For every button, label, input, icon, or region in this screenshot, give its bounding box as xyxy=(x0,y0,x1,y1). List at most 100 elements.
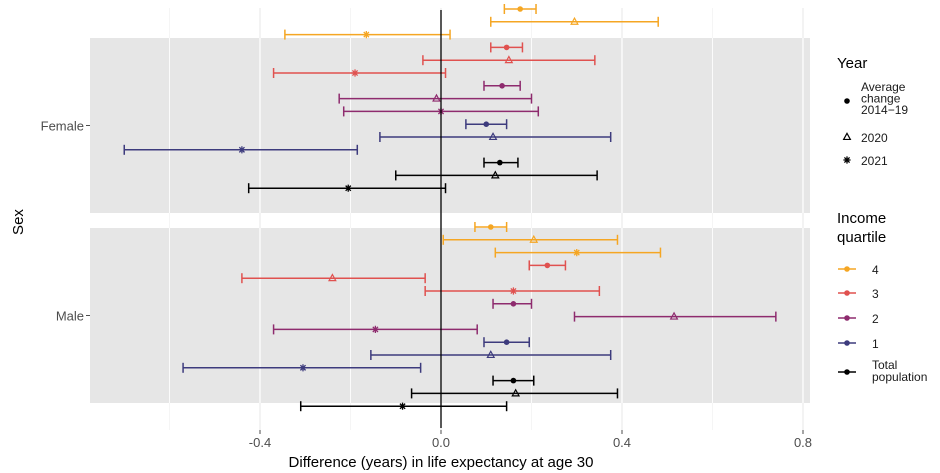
legend-year-item: 2020 xyxy=(842,131,888,145)
panel-background xyxy=(90,228,810,403)
data-row xyxy=(395,170,598,181)
point-estimate xyxy=(432,93,441,102)
legend-year-label: Average xyxy=(861,80,906,94)
legend-quartile-dot xyxy=(844,369,850,375)
panel-backgrounds xyxy=(90,38,810,403)
asterisk-stroke xyxy=(362,31,370,39)
point-estimate xyxy=(529,234,539,243)
legend-quartile-dot xyxy=(844,290,850,296)
data-row xyxy=(299,401,508,412)
asterisk-stroke xyxy=(843,156,851,164)
point-estimate xyxy=(398,402,407,410)
point-estimate xyxy=(509,287,517,295)
point-estimate xyxy=(511,388,521,397)
data-row xyxy=(494,247,662,258)
legend-quartile-label: 1 xyxy=(872,337,879,351)
legend-quartile-title: Income xyxy=(837,210,886,227)
legend-quartile-item: 1 xyxy=(838,337,879,351)
x-tick-label: 0.8 xyxy=(794,435,812,450)
data-row xyxy=(573,311,777,322)
legend-quartile-label: 2 xyxy=(872,312,879,326)
data-row xyxy=(474,222,508,232)
asterisk-stroke xyxy=(351,69,359,77)
point-estimate xyxy=(497,159,503,166)
data-row xyxy=(272,68,447,78)
x-axis-title: Difference (years) in life expectancy at… xyxy=(289,454,594,471)
data-row xyxy=(424,286,601,296)
legend-year-label: 2021 xyxy=(861,154,888,168)
data-row xyxy=(422,55,596,66)
asterisk-stroke xyxy=(299,364,307,372)
point-estimate xyxy=(510,377,517,384)
legend-year-title: Year xyxy=(837,55,867,72)
asterisk-stroke xyxy=(509,287,517,295)
asterisk-stroke xyxy=(238,146,246,154)
point-estimate xyxy=(351,69,359,77)
point-estimate xyxy=(488,132,498,141)
panel-label: Female xyxy=(41,119,84,134)
point-estimate xyxy=(362,31,370,39)
data-row xyxy=(379,132,612,142)
asterisk-stroke xyxy=(371,325,379,333)
legend-quartile-dot xyxy=(844,266,850,272)
point-estimate xyxy=(490,170,500,179)
legend-quartile-label: 4 xyxy=(872,263,879,277)
legend-quartile-label: population xyxy=(872,370,927,384)
legend-year-key xyxy=(844,98,850,104)
panel-label: Male xyxy=(56,309,84,324)
data-row xyxy=(410,388,619,399)
legend-year-key xyxy=(843,156,851,164)
point-estimate xyxy=(371,325,379,333)
legend-quartile-label: 3 xyxy=(872,287,879,301)
legend-year-label: change xyxy=(861,92,901,106)
legend-year-label: 2020 xyxy=(861,131,888,145)
data-row xyxy=(182,362,422,373)
legend-quartile-title: quartile xyxy=(837,229,886,246)
point-estimate xyxy=(544,262,551,269)
legend-quartile-label: Total xyxy=(872,358,897,372)
data-row xyxy=(247,183,447,194)
data-row xyxy=(492,298,533,309)
data-row xyxy=(465,119,508,130)
legend-quartile-dot xyxy=(844,340,850,346)
axes: Female Male -0.4 0.0 0.4 0.8 xyxy=(41,10,812,450)
point-estimate xyxy=(487,224,494,230)
point-estimate xyxy=(669,311,679,320)
legend-year-item: 2021 xyxy=(843,154,888,168)
panel-background xyxy=(90,38,810,213)
legend-quartile-item: 3 xyxy=(838,287,879,301)
point-estimate xyxy=(570,16,579,25)
data-row xyxy=(370,350,612,360)
data-row xyxy=(123,144,359,155)
data-row xyxy=(490,16,659,27)
point-estimate xyxy=(510,301,517,307)
point-estimate xyxy=(503,44,510,51)
data-row xyxy=(284,29,451,40)
point-estimate xyxy=(328,273,337,282)
data-row xyxy=(483,337,530,348)
data-row xyxy=(272,324,478,335)
legend-quartile-dot xyxy=(844,315,850,321)
data-row xyxy=(492,375,535,386)
point-estimate xyxy=(344,184,352,192)
point-estimate xyxy=(499,83,505,89)
legend-year-key xyxy=(842,132,852,141)
x-tick-label: 0.0 xyxy=(432,435,450,450)
point-estimate xyxy=(517,6,523,12)
x-tick-label: -0.4 xyxy=(249,435,271,450)
data-row xyxy=(483,80,521,91)
point-estimate xyxy=(299,364,307,372)
legend-year-label: 2014−19 xyxy=(861,103,908,117)
data-row xyxy=(503,4,537,14)
legend-quartile-item: 4 xyxy=(838,263,879,277)
point-estimate xyxy=(483,121,490,127)
data-marks xyxy=(123,4,777,412)
data-row xyxy=(442,234,619,245)
asterisk-stroke xyxy=(398,402,407,410)
asterisk-stroke xyxy=(344,184,352,192)
point-estimate xyxy=(573,249,581,257)
